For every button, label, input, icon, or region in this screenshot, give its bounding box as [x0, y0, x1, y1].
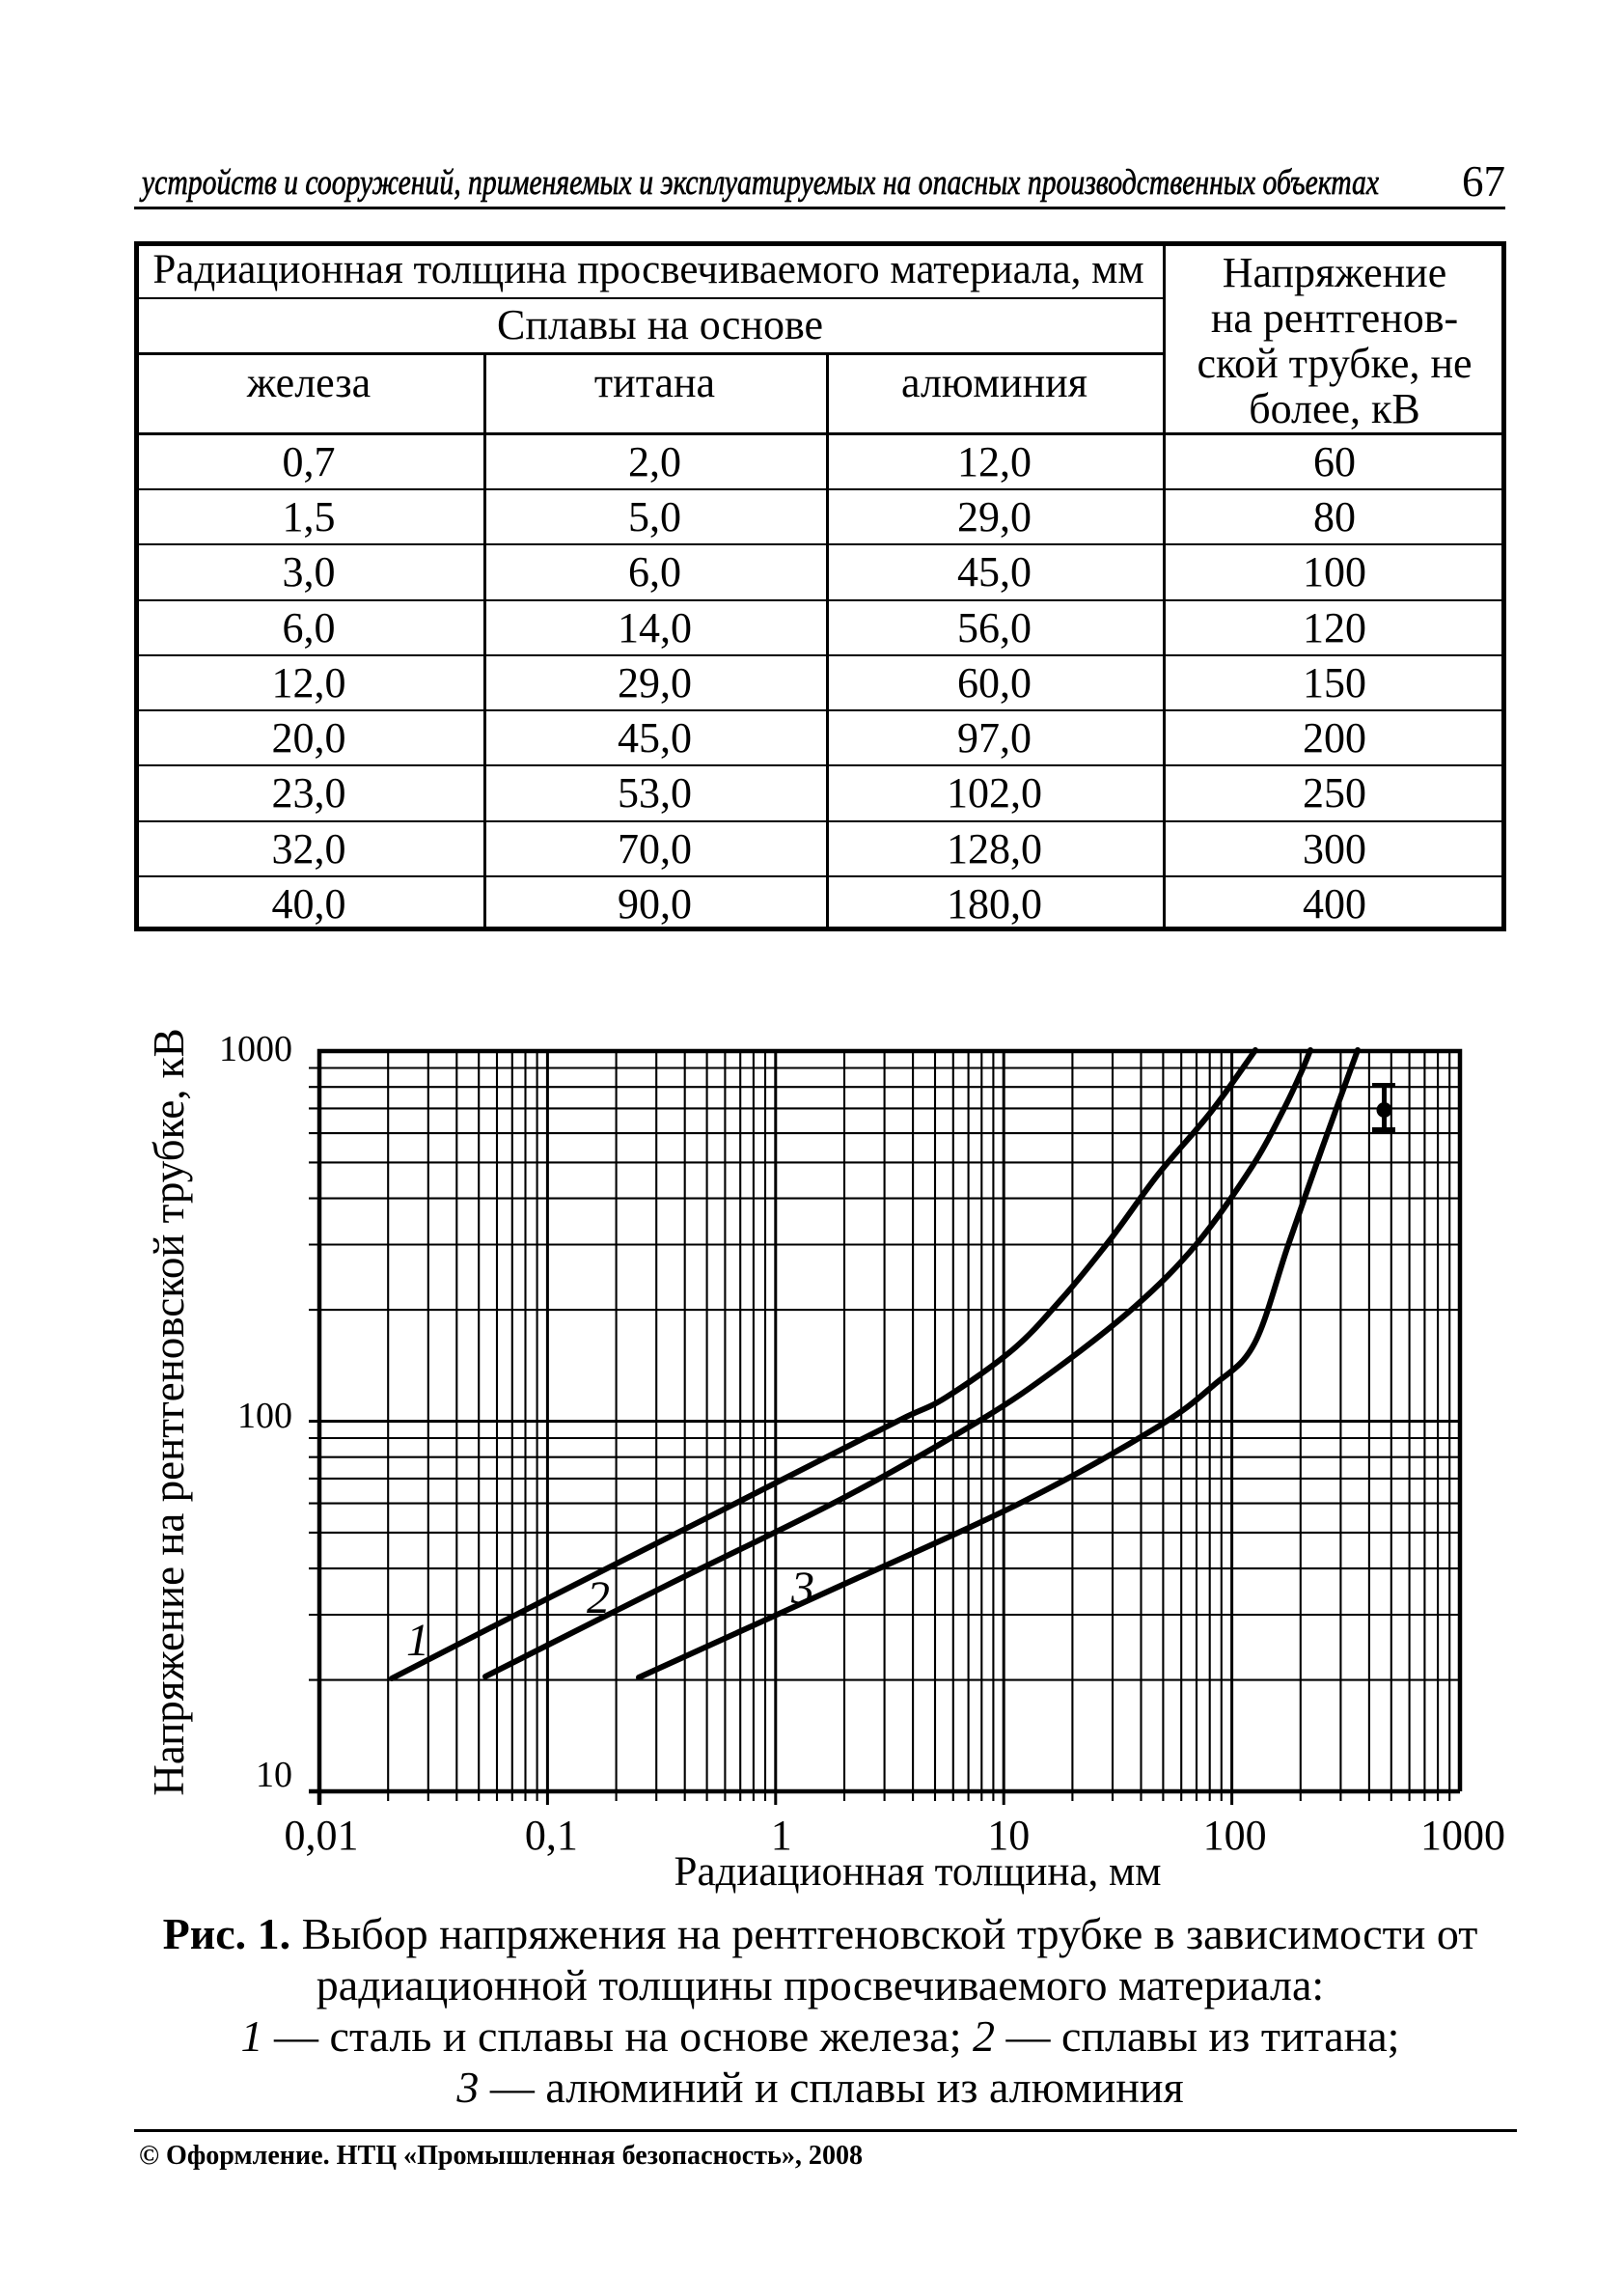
svg-text:1000: 1000 — [1420, 1812, 1505, 1859]
svg-text:100: 100 — [1203, 1812, 1267, 1859]
svg-text:1: 1 — [406, 1615, 429, 1666]
svg-text:Напряжение на рентгеновской тр: Напряжение на рентгеновской трубке, кВ — [145, 1028, 193, 1795]
svg-text:Радиационная толщина, мм: Радиационная толщина, мм — [674, 1849, 1162, 1895]
svg-text:1000: 1000 — [219, 1029, 292, 1069]
svg-text:0,1: 0,1 — [525, 1812, 578, 1859]
svg-text:10: 10 — [256, 1755, 292, 1795]
svg-text:100: 100 — [237, 1396, 292, 1436]
svg-text:1: 1 — [771, 1812, 792, 1859]
svg-text:2: 2 — [587, 1572, 610, 1623]
svg-text:0,01: 0,01 — [285, 1812, 359, 1859]
svg-text:10: 10 — [987, 1812, 1030, 1859]
svg-text:3: 3 — [790, 1563, 814, 1614]
